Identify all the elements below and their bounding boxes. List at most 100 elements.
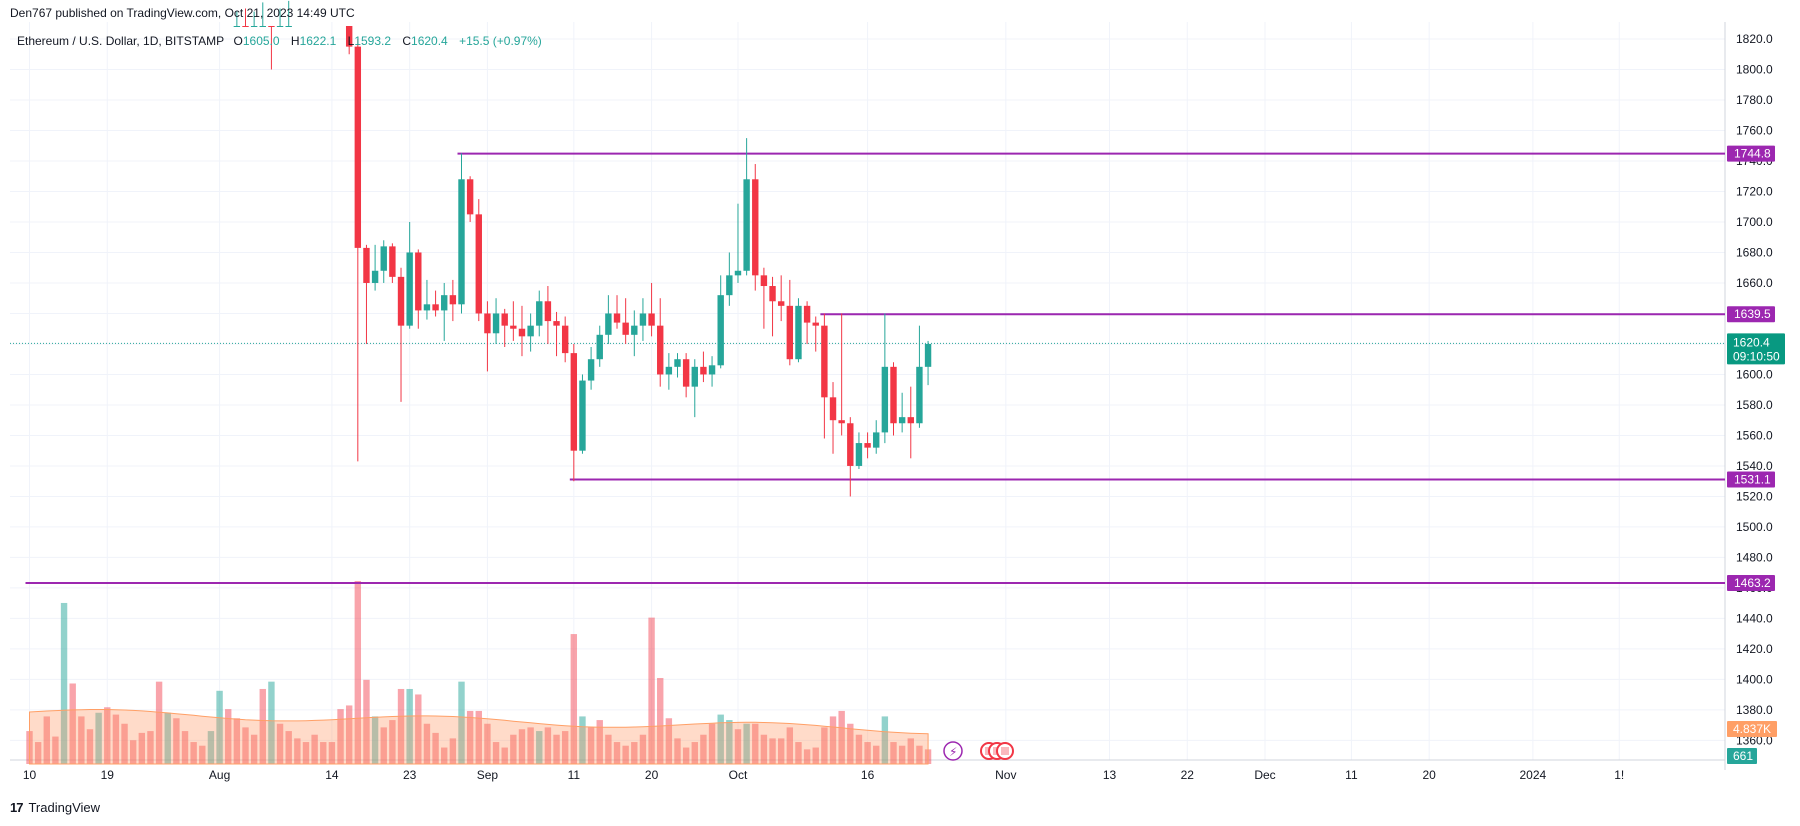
- volume-bar: [829, 716, 837, 764]
- candle-body: [700, 366, 707, 375]
- volume-bar: [337, 709, 344, 764]
- price-tick-label: 1820.0: [1736, 32, 1773, 46]
- price-tick-label: 1540.0: [1736, 459, 1773, 473]
- event-icons[interactable]: ⚡: [943, 741, 1014, 761]
- low-value: 1593.2: [354, 34, 392, 48]
- volume-bar: [700, 734, 707, 764]
- time-tick-label: 11: [1345, 768, 1358, 782]
- volume-bar: [432, 732, 439, 764]
- candle-body: [553, 321, 560, 326]
- candle-body: [665, 366, 673, 375]
- candle-body: [250, 26, 258, 27]
- volume-bar: [345, 705, 353, 764]
- level-price-tag: [1727, 575, 1775, 592]
- time-tick-label: 13: [1103, 768, 1117, 782]
- candle-body: [631, 325, 638, 335]
- price-tick-label: 1660.0: [1736, 276, 1773, 290]
- volume-bar: [803, 749, 811, 764]
- time-tick-label: 14: [325, 768, 339, 782]
- candle-body: [268, 26, 275, 27]
- candle-body: [916, 366, 923, 424]
- candle-body: [415, 252, 422, 311]
- candle-body: [734, 270, 742, 276]
- volume-bar: [527, 727, 534, 764]
- candle-body: [743, 179, 750, 271]
- volume-bar: [406, 688, 413, 764]
- candle-body: [441, 295, 448, 311]
- volume-bar: [43, 716, 50, 764]
- volume-bar: [596, 720, 603, 764]
- change-value: +15.5 (+0.97%): [459, 34, 542, 48]
- candle-body: [501, 313, 508, 326]
- volume-bar: [78, 716, 85, 764]
- time-tick-label: 1!: [1614, 768, 1624, 782]
- price-tick-label: 1600.0: [1736, 367, 1773, 381]
- volume-ma-area: [29, 709, 929, 765]
- volume-bar: [104, 707, 111, 764]
- volume-bar: [138, 732, 146, 764]
- volume-bar: [285, 731, 292, 764]
- time-tick-label: 2024: [1520, 768, 1547, 782]
- volume-bar: [302, 742, 310, 764]
- candle-body: [492, 313, 500, 334]
- candle-body: [570, 353, 578, 451]
- candle-body: [838, 420, 845, 424]
- volume-ma-tag: [1727, 748, 1757, 764]
- volume-bar: [181, 731, 189, 764]
- last-price-value: 1620.4: [1733, 335, 1770, 349]
- time-axis[interactable]: 10 19 Aug 14 23 Sep 11 20 Oct 16 Nov 13 22 Dec 11 20 202…: [23, 768, 1624, 782]
- candle-body: [406, 252, 413, 326]
- candle-body: [423, 304, 431, 311]
- candle-body: [639, 313, 647, 326]
- price-tick-label: 1420.0: [1736, 642, 1773, 656]
- volume-bar: [475, 710, 482, 764]
- volume-tag: [1727, 721, 1777, 737]
- volume-bar: [821, 727, 828, 764]
- volume-bar: [916, 745, 923, 764]
- level-price-tag: [1727, 306, 1775, 323]
- candle-body: [449, 295, 457, 305]
- volume-bar: [190, 742, 197, 764]
- candle-body: [873, 432, 880, 448]
- volume-bar: [397, 688, 405, 764]
- volume-bar: [786, 727, 794, 764]
- level-price-tag-text: 1463.2: [1734, 576, 1771, 590]
- volume-bar: [441, 747, 448, 764]
- candle-body: [708, 365, 716, 375]
- candle-body: [717, 295, 724, 366]
- volume-bar: [354, 581, 362, 764]
- volume-bar: [570, 634, 578, 764]
- candle-body: [674, 359, 681, 367]
- volume-bar: [795, 742, 802, 764]
- volume-bar: [216, 690, 223, 764]
- volume-bar: [717, 714, 724, 764]
- candle-body: [622, 322, 629, 335]
- volume-bar: [579, 716, 586, 764]
- price-axis[interactable]: 1820.01800.01780.01760.01740.01720.01700…: [1726, 0, 1800, 770]
- volume-bar: [769, 738, 776, 764]
- candle-body: [786, 305, 794, 360]
- horizontal-levels[interactable]: [10, 152, 1725, 585]
- candle-body: [924, 343, 932, 367]
- time-tick-label: 23: [403, 768, 417, 782]
- candle-body: [657, 325, 664, 375]
- low-label: L: [347, 34, 355, 48]
- volume-bar: [501, 747, 508, 764]
- price-tick-label: 1500.0: [1736, 520, 1773, 534]
- candle-body: [259, 26, 266, 27]
- publish-info: Den767 published on TradingView.com, Oct…: [10, 6, 355, 20]
- volume-bar: [553, 734, 560, 764]
- volume-bar: [898, 745, 906, 764]
- volume-bar: [855, 734, 863, 764]
- volume-bar: [449, 738, 457, 764]
- candlesticks: [233, 0, 932, 497]
- volume-ma-tag-text: 661: [1733, 749, 1753, 763]
- open-value: 1605.0: [242, 34, 280, 48]
- volume-bar: [466, 710, 474, 764]
- tradingview-logo-icon: 17: [10, 800, 24, 815]
- us-flag-event-icon: [996, 742, 1014, 760]
- candle-body: [475, 214, 482, 314]
- brand-footer[interactable]: 17 TradingView: [10, 800, 100, 815]
- volume-bar: [613, 742, 621, 764]
